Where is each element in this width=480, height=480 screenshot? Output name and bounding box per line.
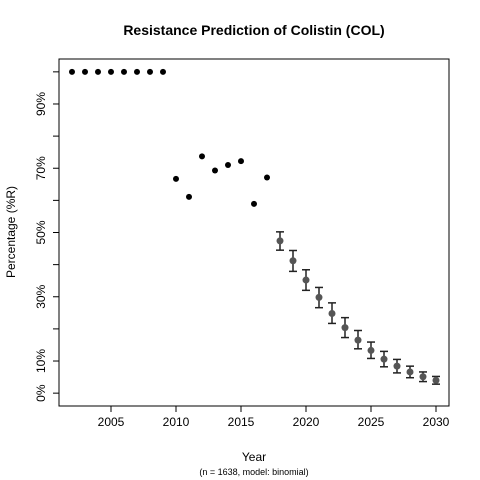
observed-point [108,68,114,75]
observed-point [251,200,257,207]
predicted-point [341,324,349,332]
predicted-point [328,309,336,317]
observed-point [134,68,140,75]
y-tick-label: 90% [34,92,48,116]
chart-caption: (n = 1638, model: binomial) [199,467,308,477]
observed-point [121,68,127,75]
x-axis-label: Year [242,450,266,464]
observed-point [173,175,179,182]
y-tick-label: 70% [34,156,48,180]
y-tick-label: 10% [34,349,48,373]
observed-point [95,68,101,75]
predicted-point [354,336,362,344]
chart-title: Resistance Prediction of Colistin (COL) [123,22,384,38]
predicted-point [419,373,427,381]
predicted-point [367,346,375,354]
plot-frame [58,58,450,407]
observed-point [212,167,218,174]
predicted-point [315,293,323,301]
y-tick-label: 0% [34,384,48,402]
predicted-point [289,257,297,265]
observed-point [147,68,153,75]
observed-point [225,162,231,169]
x-tick-label: 2020 [293,415,320,429]
observed-point [199,153,205,160]
predicted-point [276,237,284,245]
observed-point [82,68,88,75]
observed-point [238,158,244,165]
observed-point [264,174,270,181]
x-tick-label: 2005 [98,415,125,429]
observed-point [160,68,166,75]
y-tick-label: 30% [34,284,48,308]
predicted-point [432,376,440,384]
x-tick-label: 2030 [423,415,450,429]
predicted-point [393,362,401,370]
predicted-point [406,368,414,376]
predicted-point [380,355,388,363]
predicted-point [302,276,310,284]
y-axis-label: Percentage (%R) [4,186,18,278]
observed-point [69,68,75,75]
x-axis: 2005 2010 2015 2020 2025 2030 [98,406,450,429]
x-tick-label: 2025 [358,415,385,429]
observed-point [186,193,192,200]
x-tick-label: 2010 [163,415,190,429]
y-tick-label: 50% [34,220,48,244]
y-axis: 0% 10% 30% 50% 70% 90% [34,71,59,402]
x-tick-label: 2015 [228,415,255,429]
predicted-series [276,231,440,385]
observed-series [69,68,270,207]
